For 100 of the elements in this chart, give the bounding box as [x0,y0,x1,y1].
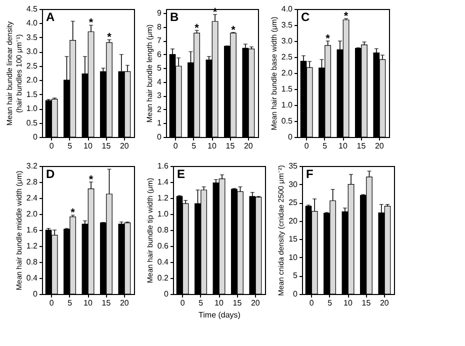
y-tick-label: 2.0 [281,68,294,78]
x-tick-label: 10 [84,142,93,150]
chart-title: B [170,10,179,24]
x-tick-label: 5 [328,298,333,308]
y-tick-label: 4.0 [26,18,38,28]
y-tick-label: 3.5 [281,20,294,30]
y-tick-label: 6 [157,50,162,59]
x-tick-label: 15 [356,142,366,150]
y-tick-label: 1.5 [26,90,38,99]
y-tick-label: 25 [288,198,298,208]
y-tick-label: 3.0 [281,36,294,46]
x-tick-label: 10 [338,142,348,150]
y-tick-label: 0 [157,132,162,142]
x-tick-label: 0 [304,142,310,150]
annotation: * [107,32,112,44]
x-tick-label: 10 [344,298,353,308]
x-tick-label: 5 [68,142,73,150]
chart-title: E [177,167,186,181]
y-tick-label: 5 [293,271,298,280]
y-tick-label: 1.4 [157,178,170,186]
y-tick-label: 0.8 [157,226,170,234]
x-tick-label: 10 [208,142,217,150]
y-tick-label: 1.6 [26,226,38,234]
y-tick-label: 2.5 [281,52,294,62]
y-tick-label: 1.6 [157,162,170,170]
y-tick-label: 3 [157,91,162,100]
x-tick-label: 15 [362,298,372,308]
x-tick-label: 0 [173,142,178,150]
y-tick-label: 4.5 [26,4,38,14]
y-tick-label: 2.4 [26,194,38,202]
y-tick-label: 2.0 [26,210,38,218]
y-tick-label: 7 [157,36,162,46]
x-tick-label: 20 [250,298,260,308]
y-tick-label: 3.5 [26,32,38,42]
x-tick-label: 15 [102,298,112,308]
y-tick-label: 0 [33,132,38,142]
x-tick-label: 20 [120,142,130,150]
annotation: * [194,22,200,34]
x-tick-label: 0 [49,142,54,150]
x-tick-label: 5 [198,298,204,308]
annotation: * [326,33,331,45]
annotation: * [231,24,236,36]
y-tick-label: 1.2 [26,242,38,250]
y-tick-label: 0.4 [157,258,170,266]
y-tick-label: 0.2 [157,274,170,282]
y-tick-label: 0 [293,290,298,298]
y-tick-label: 0 [33,290,38,298]
y-tick-label: 0.4 [26,274,38,282]
x-axis-title: Time (days) [198,310,241,320]
y-tick-label: 35 [288,162,298,170]
x-tick-label: 5 [192,142,197,150]
y-tick-label: 0 [164,290,170,298]
y-tick-label: 1.5 [281,84,294,94]
y-tick-label: 8 [157,22,162,32]
x-tick-label: 0 [180,298,186,308]
y-tick-label: 0.8 [26,258,38,266]
x-tick-label: 10 [84,298,93,308]
x-tick-label: 5 [68,298,73,308]
x-tick-label: 5 [322,142,328,150]
annotation: * [88,17,94,30]
y-tick-label: 5 [157,64,162,73]
y-tick-label: 4.0 [281,4,294,14]
y-tick-label: 1.0 [281,100,294,110]
y-tick-label: 2 [157,104,162,114]
y-tick-label: 2.5 [26,61,38,70]
x-tick-label: 15 [232,298,242,308]
y-tick-label: 10 [288,252,298,262]
chart-title: F [306,167,314,181]
y-tick-label: 30 [288,180,298,189]
chart-title: C [301,10,310,24]
x-tick-label: 15 [226,142,236,150]
x-tick-label: 0 [49,298,54,308]
x-tick-label: 20 [374,142,384,150]
y-tick-label: 0 [288,132,294,142]
y-tick-label: 0.5 [26,118,38,128]
y-tick-label: 3.0 [26,47,38,56]
chart-title: D [46,167,55,181]
x-tick-label: 15 [102,142,112,150]
y-tick-label: 15 [288,234,298,244]
x-tick-label: 20 [120,298,130,308]
annotation: * [344,10,349,23]
y-tick-label: 4 [157,77,162,86]
chart-title: A [46,10,55,24]
y-tick-label: 1.2 [157,194,170,202]
y-tick-label: 2.0 [26,76,38,85]
y-tick-label: 1 [157,118,162,128]
x-tick-label: 0 [309,298,314,308]
x-tick-label: 20 [380,298,390,308]
y-tick-label: 1.0 [26,104,38,114]
y-tick-label: 9 [157,8,162,18]
annotation: * [88,174,94,186]
y-tick-label: 3.2 [26,162,38,170]
y-tick-label: 0.5 [281,116,294,126]
x-tick-label: 10 [214,298,224,308]
y-tick-label: 20 [288,216,298,226]
y-tick-label: 1.0 [157,210,170,218]
y-tick-label: 2.8 [26,178,38,186]
x-tick-label: 20 [244,142,254,150]
annotation: * [70,207,76,220]
y-tick-label: 0.6 [157,242,170,250]
